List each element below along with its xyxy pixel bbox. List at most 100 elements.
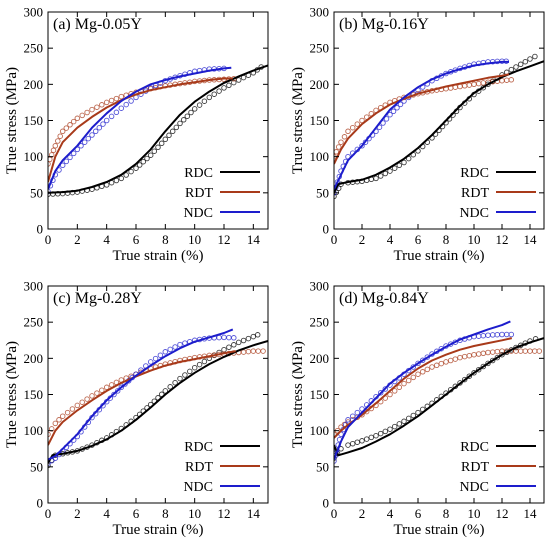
chart-panel-3: 0 2 4 6 8 10 12 14 0 50 100 150 200 250 300 True strain… [4, 279, 269, 538]
data-marker-rdc [387, 168, 393, 174]
data-marker-ndc [345, 417, 351, 423]
data-marker-rdc [494, 354, 501, 361]
data-marker-rdt [415, 371, 421, 377]
series-line-rdc [48, 64, 268, 194]
data-marker-rdt [69, 406, 76, 412]
data-marker-rdc [169, 128, 176, 135]
data-marker-ndc [118, 384, 125, 391]
data-marker-ndc [221, 334, 227, 341]
data-marker-rdc [172, 379, 178, 386]
x-tick-label: 0 [45, 232, 52, 247]
x-tick-label: 14 [524, 232, 538, 247]
data-marker-rdc [177, 120, 183, 127]
y-axis-label: True stress (MPa) [4, 67, 20, 174]
series-ndc [334, 331, 515, 464]
data-marker-ndc [118, 105, 125, 111]
data-marker-rdc [354, 439, 361, 445]
data-marker-rdc [162, 136, 169, 143]
data-marker-ndc [100, 121, 106, 127]
data-marker-rdt [471, 81, 477, 88]
data-marker-rdc [180, 117, 187, 123]
x-tick-label: 14 [247, 232, 261, 247]
y-tick-label: 150 [24, 113, 44, 128]
legend-label-rdt: RDT [461, 186, 489, 201]
data-marker-rdt [99, 102, 105, 108]
x-tick-label: 10 [188, 232, 201, 247]
data-marker-rdt [466, 352, 473, 359]
data-marker-rdc [359, 438, 365, 444]
x-tick-label: 6 [415, 232, 422, 247]
legend: RDC RDT NDC [459, 440, 536, 495]
data-marker-ndc [499, 331, 505, 338]
plot-frame [47, 11, 269, 230]
data-marker-rdt [79, 399, 85, 405]
data-marker-rdt [108, 97, 115, 104]
x-tick-label: 6 [133, 232, 140, 247]
data-marker-ndc [70, 150, 77, 157]
data-marker-rdc [485, 360, 491, 367]
y-tick-label: 50 [316, 185, 329, 200]
data-marker-rdt [89, 393, 95, 399]
legend-label-rdc: RDC [184, 440, 213, 455]
data-marker-rdc [187, 368, 193, 375]
data-marker-rdt [461, 353, 468, 360]
data-marker-rdc [410, 412, 417, 419]
y-tick-label: 0 [37, 222, 44, 237]
data-marker-rdc [235, 339, 242, 346]
data-marker-ndc [96, 124, 103, 131]
data-marker-ndc [387, 111, 393, 118]
y-tick-label: 150 [310, 387, 330, 402]
data-marker-rdc [158, 140, 165, 147]
data-marker-rdt [260, 348, 266, 354]
x-tick-label: 8 [443, 232, 450, 247]
data-marker-ndc [508, 331, 515, 338]
data-marker-rdc [401, 418, 407, 425]
x-tick-label: 8 [443, 506, 450, 521]
x-tick-label: 8 [162, 506, 169, 521]
x-tick-label: 0 [331, 232, 338, 247]
data-marker-ndc [494, 331, 501, 338]
data-marker-rdt [245, 348, 252, 355]
legend-label-rdc: RDC [184, 166, 213, 181]
data-marker-ndc [167, 346, 173, 353]
y-tick-label: 300 [24, 5, 44, 20]
data-marker-ndc [419, 357, 426, 364]
data-marker-ndc [485, 332, 491, 338]
data-marker-rdc [485, 81, 491, 88]
x-tick-label: 10 [468, 506, 481, 521]
data-marker-ndc [81, 139, 88, 145]
chart-title: (b) Mg-0.16Y [339, 16, 429, 33]
data-marker-rdt [433, 362, 440, 369]
x-tick-label: 0 [331, 506, 338, 521]
data-marker-ndc [172, 344, 178, 350]
x-tick-label: 14 [524, 506, 538, 521]
data-marker-rdt [452, 356, 459, 362]
y-tick-label: 50 [30, 459, 43, 474]
data-marker-rdc [382, 170, 389, 177]
data-marker-ndc [128, 98, 134, 104]
legend: RDC RDT NDC [459, 166, 536, 221]
x-axis-label: True strain (%) [112, 522, 203, 538]
y-tick-label: 200 [24, 351, 44, 366]
y-tick-label: 100 [310, 149, 330, 164]
y-tick-label: 200 [310, 351, 330, 366]
data-marker-ndc [147, 359, 154, 365]
data-marker-ndc [226, 334, 232, 341]
data-marker-rdc [216, 88, 222, 94]
series-line-rdt [48, 77, 233, 183]
series-rdt [334, 348, 543, 438]
data-marker-rdc [415, 409, 421, 416]
legend-label-rdt: RDT [461, 460, 489, 475]
data-marker-rdt [94, 390, 100, 396]
y-tick-label: 100 [310, 423, 330, 438]
x-tick-label: 12 [218, 506, 231, 521]
data-marker-rdc [373, 175, 379, 182]
data-marker-ndc [152, 355, 159, 362]
x-axis-label: True strain (%) [112, 248, 203, 264]
data-marker-ndc [354, 409, 361, 416]
legend-label-rdc: RDC [460, 166, 489, 181]
data-marker-ndc [231, 335, 237, 341]
data-marker-rdc [245, 335, 252, 342]
data-marker-rdt [438, 360, 445, 367]
x-tick-label: 2 [359, 506, 366, 521]
